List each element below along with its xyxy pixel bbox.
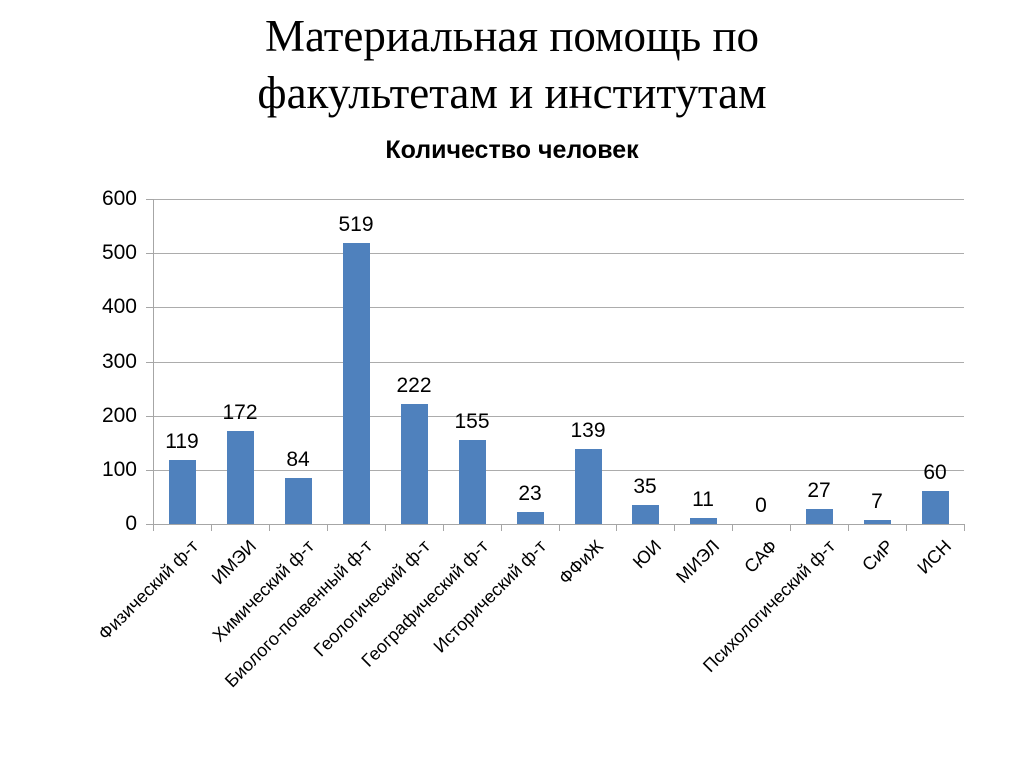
bar-value-label: 155 [454,410,490,433]
bar [516,512,544,524]
bar-value-label: 119 [165,430,199,453]
bar-column: 0 [732,199,790,524]
bar-value-label: 60 [923,461,947,484]
y-axis-tick-label: 0 [125,512,137,535]
x-axis-tick [269,524,270,531]
x-axis-line [146,524,964,525]
bar [400,404,428,524]
x-axis-tick [443,524,444,531]
bar-value-label: 84 [286,448,310,471]
bar [921,491,949,524]
bar [458,440,486,524]
bar-column: 155 [443,199,501,524]
bar-column: 519 [327,199,385,524]
x-axis-tick [674,524,675,531]
bar-column: 7 [848,199,906,524]
y-axis-tick-label: 400 [101,295,137,318]
bar-value-label: 11 [692,488,714,511]
y-axis-tick-label: 600 [101,187,137,210]
bar-value-label: 27 [807,479,831,502]
bar [342,243,370,524]
gridline [153,362,964,363]
bar-column: 172 [211,199,269,524]
x-axis-tick [501,524,502,531]
x-axis-tick [906,524,907,531]
bar [574,449,602,524]
bar [805,509,833,524]
bar-column: 27 [790,199,848,524]
bar-value-label: 23 [518,482,542,505]
x-axis-tick [211,524,212,531]
x-axis-tick [153,524,154,531]
y-axis-tick-label: 300 [101,350,137,373]
gridline [153,416,964,417]
x-axis-tick [616,524,617,531]
y-axis-line [153,199,154,531]
bar-column: 11 [674,199,732,524]
bar [689,518,717,524]
bar-column: 23 [501,199,559,524]
slide-title: Материальная помощь по факультетам и инс… [0,8,1024,122]
x-axis-tick [385,524,386,531]
bar-column: 222 [385,199,443,524]
bar-value-label: 0 [755,494,767,517]
x-axis-tick [559,524,560,531]
gridline [153,307,964,308]
bar-column: 119 [153,199,211,524]
bar-value-label: 7 [871,490,883,513]
x-axis-tick [327,524,328,531]
y-axis-tick [146,199,153,200]
bar [168,460,196,524]
bar-column: 139 [559,199,617,524]
x-axis-tick [964,524,965,531]
y-axis-tick [146,416,153,417]
bar [284,478,312,524]
gridline [153,253,964,254]
bar-column: 35 [616,199,674,524]
bar-column: 60 [906,199,964,524]
y-axis-tick [146,253,153,254]
gridline [153,199,964,200]
y-axis-tick [146,362,153,363]
bar-value-label: 35 [633,475,657,498]
bar [631,505,659,524]
bar-value-label: 172 [222,401,258,424]
y-axis-tick-label: 200 [101,404,137,427]
bar-value-label: 519 [338,213,374,236]
bar [863,520,891,524]
slide-title-line1: Материальная помощь по [264,11,760,61]
slide-title-line2: факультетам и институтам [257,68,767,118]
bar-column: 84 [269,199,327,524]
bar-value-label: 222 [396,374,432,397]
y-axis-tick-label: 500 [101,241,137,264]
gridline [153,470,964,471]
y-axis-tick-label: 100 [101,458,137,481]
bar [226,431,254,524]
bar-value-label: 139 [570,419,606,442]
y-axis-tick [146,470,153,471]
x-axis-tick [790,524,791,531]
x-axis-tick [848,524,849,531]
x-axis-tick [732,524,733,531]
chart-title: Количество человек [385,136,639,164]
y-axis-tick [146,307,153,308]
